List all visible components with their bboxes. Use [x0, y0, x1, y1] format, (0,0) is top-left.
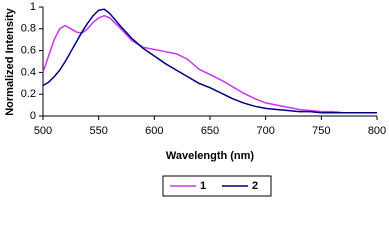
y-axis-label: Normalized Intensity — [4, 7, 16, 115]
chart: Wavelength (nm) Normalized Intensity 0 0.… — [4, 1, 386, 197]
x-tick-label: 650 — [201, 125, 219, 137]
x-tick-label: 700 — [256, 125, 274, 137]
x-tick-label: 500 — [34, 125, 52, 137]
y-tick-label: 0.6 — [21, 45, 36, 57]
y-tick-label: 1 — [30, 1, 36, 13]
series-line — [42, 8, 377, 114]
x-tick-label: 550 — [89, 125, 107, 137]
y-tick-label: 0 — [30, 110, 36, 122]
legend-label: 1 — [200, 180, 206, 192]
legend-box — [162, 175, 272, 197]
x-tick-label: 600 — [145, 125, 163, 137]
x-axis-label: Wavelength (nm) — [166, 150, 255, 162]
y-tick-label: 0.4 — [21, 66, 36, 78]
x-tick-label: 750 — [312, 125, 330, 137]
y-tick-label: 0.8 — [21, 23, 36, 35]
series-line — [42, 14, 377, 114]
legend-label: 2 — [252, 180, 258, 192]
x-tick-label: 800 — [368, 125, 386, 137]
y-tick-label: 0.2 — [21, 88, 36, 100]
